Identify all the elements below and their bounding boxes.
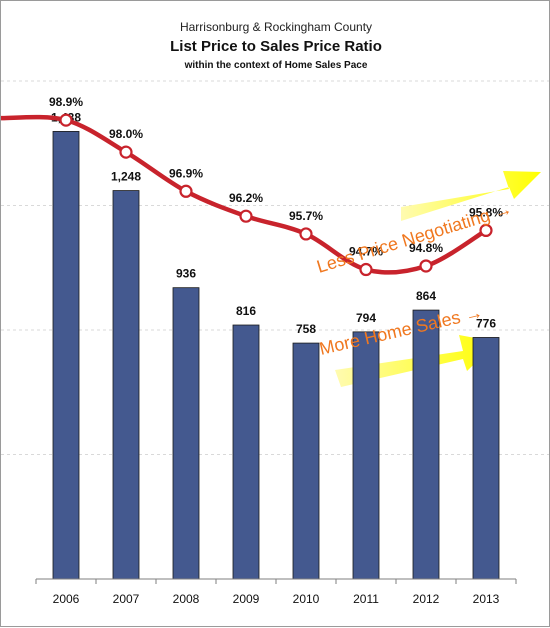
ratio-line-series — [1, 113, 493, 277]
bar-label-2012: 864 — [416, 289, 436, 303]
x-tick-label-2007: 2007 — [113, 592, 140, 606]
ratio-label-2012: 94.8% — [409, 241, 443, 255]
ratio-marker-2013 — [479, 223, 493, 237]
bar-label-2007: 1,248 — [111, 170, 141, 184]
bar-label-2010: 758 — [296, 322, 316, 336]
ratio-labels: 98.9% 98.0% 96.9% 96.2% 95.7% 94.7% 94.8% 95.8% — [49, 95, 503, 258]
x-axis — [35, 578, 517, 584]
gridlines — [1, 80, 549, 455]
ratio-label-2011: 94.7% — [349, 245, 383, 259]
arrow-less-price-negotiating — [401, 171, 541, 221]
ratio-label-2008: 96.9% — [169, 166, 203, 180]
ratio-label-2010: 95.7% — [289, 209, 323, 223]
x-tick-label-2009: 2009 — [233, 592, 260, 606]
chart-subtitle: within the context of Home Sales Pace — [184, 60, 368, 71]
ratio-marker-2006 — [59, 113, 73, 127]
bar-label-2008: 936 — [176, 267, 196, 281]
ratio-label-2009: 96.2% — [229, 191, 263, 205]
ratio-label-2013: 95.8% — [469, 205, 503, 219]
bar-2006 — [52, 131, 80, 580]
bar-label-2013: 776 — [476, 316, 496, 330]
ratio-label-2007: 98.0% — [109, 127, 143, 141]
x-tick-label-2012: 2012 — [413, 592, 440, 606]
ratio-marker-2007 — [119, 145, 133, 159]
x-tick-label-2013: 2013 — [473, 592, 500, 606]
ratio-marker-2011 — [359, 262, 373, 277]
ratio-marker-2008 — [179, 184, 193, 198]
bar-2013 — [472, 337, 500, 580]
bar-series — [52, 131, 500, 580]
bar-label-2009: 816 — [236, 304, 256, 318]
ratio-marker-2012 — [419, 259, 433, 273]
x-tick-label-2011: 2011 — [353, 592, 379, 606]
bar-label-2011: 794 — [356, 311, 376, 325]
x-tick-label-2010: 2010 — [293, 592, 320, 606]
bar-2011 — [352, 331, 380, 580]
chart-title: List Price to Sales Price Ratio — [170, 38, 382, 55]
x-tick-labels: 2006 2007 2008 2009 2010 2011 2012 2013 — [53, 592, 500, 606]
chart-supertitle: Harrisonburg & Rockingham County — [180, 20, 372, 34]
bar-2008 — [172, 287, 200, 580]
x-tick-label-2006: 2006 — [53, 592, 80, 606]
x-tick-label-2008: 2008 — [173, 592, 200, 606]
bar-2010 — [292, 342, 320, 580]
ratio-marker-2010 — [299, 227, 313, 241]
bar-2009 — [232, 324, 260, 580]
bar-2007 — [112, 190, 140, 580]
ratio-marker-2009 — [239, 209, 253, 223]
ratio-label-2006: 98.9% — [49, 95, 83, 109]
bar-2012 — [412, 309, 440, 580]
